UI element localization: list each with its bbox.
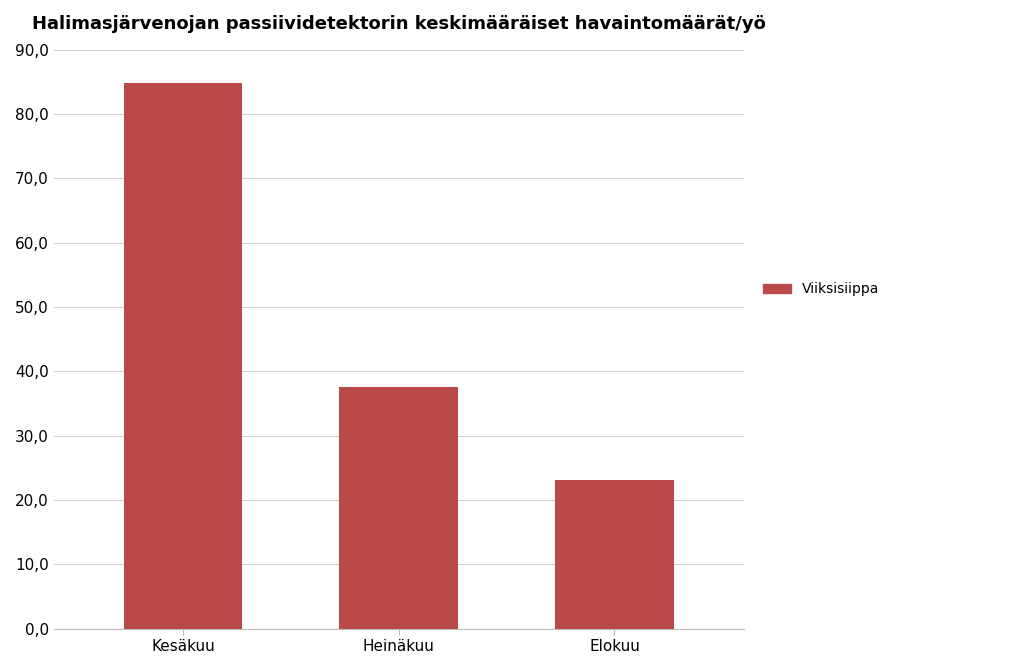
Bar [555, 480, 674, 629]
Bar [340, 387, 458, 629]
Title: Halimasjärvenojan passiividetektorin keskimääräiset havaintomäärät/yö: Halimasjärvenojan passiividetektorin kes… [32, 15, 766, 33]
Bar [124, 83, 243, 629]
Legend: Viiksisiippa: Viiksisiippa [758, 277, 885, 302]
